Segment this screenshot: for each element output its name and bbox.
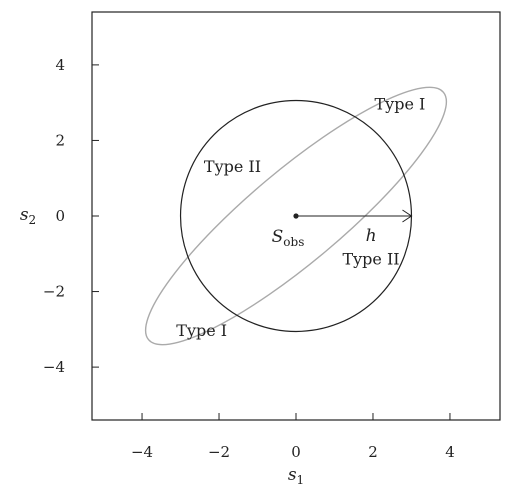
x-axis-ticks: −4 −2 0 2 4 [131, 413, 455, 461]
region-labels: Type I Type II Type II Type I [176, 95, 425, 341]
x-tick-label: −4 [131, 443, 153, 461]
observed-point-label-sub: obs [283, 235, 304, 249]
y-tick-label: −2 [43, 283, 65, 301]
y-tick-label: 4 [55, 56, 65, 74]
radius-label: h [366, 226, 377, 246]
observed-point [293, 213, 299, 219]
radius-arrow-head [402, 209, 413, 223]
observed-point-label: Sobs [272, 227, 305, 249]
region-label: Type I [375, 95, 426, 114]
y-axis-label-sub: 2 [29, 213, 37, 227]
region-label: Type II [342, 249, 399, 268]
type-i-ellipse [144, 86, 448, 346]
x-tick-label: 0 [291, 443, 301, 461]
y-tick-label: 2 [55, 131, 65, 149]
x-axis-label: s1 [288, 465, 304, 487]
y-tick-label: 0 [55, 207, 65, 225]
region-label: Type I [176, 321, 227, 340]
x-tick-label: 4 [445, 443, 455, 461]
x-tick-label: −2 [208, 443, 230, 461]
y-axis-label: s2 [20, 205, 36, 227]
y-tick-label: −4 [43, 358, 65, 376]
y-axis-ticks: 4 2 0 −2 −4 [43, 56, 99, 376]
x-tick-label: 2 [368, 443, 378, 461]
x-axis-label-sub: 1 [297, 473, 305, 487]
region-label: Type II [204, 157, 261, 176]
